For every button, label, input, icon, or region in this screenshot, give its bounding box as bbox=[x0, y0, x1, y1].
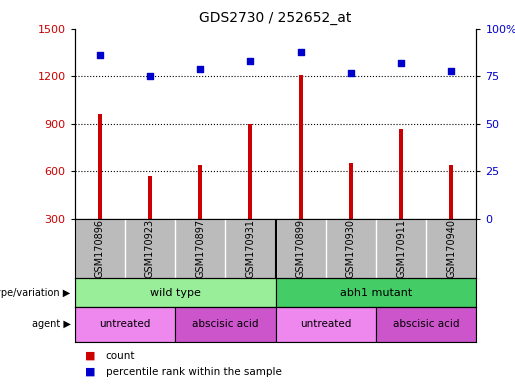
Text: GSM170897: GSM170897 bbox=[195, 219, 205, 278]
Bar bbox=[75, 307, 175, 342]
Text: ■: ■ bbox=[85, 351, 95, 361]
Point bbox=[447, 68, 455, 74]
Bar bbox=[299, 75, 303, 219]
Text: GSM170923: GSM170923 bbox=[145, 219, 155, 278]
Text: GSM170899: GSM170899 bbox=[296, 219, 305, 278]
Bar bbox=[148, 176, 152, 219]
Text: agent ▶: agent ▶ bbox=[32, 319, 71, 329]
Point bbox=[397, 60, 405, 66]
Text: untreated: untreated bbox=[300, 319, 351, 329]
Title: GDS2730 / 252652_at: GDS2730 / 252652_at bbox=[199, 11, 352, 25]
Bar bbox=[248, 124, 252, 219]
Bar bbox=[75, 278, 276, 307]
Bar bbox=[198, 165, 202, 219]
Point bbox=[246, 58, 254, 64]
Text: GSM170930: GSM170930 bbox=[346, 219, 356, 278]
Text: count: count bbox=[106, 351, 135, 361]
Text: percentile rank within the sample: percentile rank within the sample bbox=[106, 367, 282, 377]
Point bbox=[347, 70, 355, 76]
Text: genotype/variation ▶: genotype/variation ▶ bbox=[0, 288, 71, 298]
Bar bbox=[449, 165, 453, 219]
Text: GSM170911: GSM170911 bbox=[396, 219, 406, 278]
Text: abh1 mutant: abh1 mutant bbox=[340, 288, 412, 298]
Point bbox=[297, 48, 305, 55]
Point bbox=[96, 52, 104, 58]
Bar bbox=[276, 278, 476, 307]
Bar bbox=[175, 307, 276, 342]
Text: GSM170896: GSM170896 bbox=[95, 219, 105, 278]
Text: abscisic acid: abscisic acid bbox=[393, 319, 459, 329]
Text: ■: ■ bbox=[85, 367, 95, 377]
Bar bbox=[399, 129, 403, 219]
Point bbox=[196, 66, 204, 72]
Text: untreated: untreated bbox=[99, 319, 150, 329]
Text: GSM170940: GSM170940 bbox=[447, 219, 456, 278]
Text: wild type: wild type bbox=[150, 288, 200, 298]
Text: abscisic acid: abscisic acid bbox=[192, 319, 259, 329]
Bar bbox=[98, 114, 102, 219]
Bar bbox=[349, 164, 353, 219]
Bar bbox=[276, 307, 376, 342]
Bar bbox=[376, 307, 476, 342]
Text: GSM170931: GSM170931 bbox=[246, 219, 255, 278]
Point bbox=[146, 73, 154, 79]
